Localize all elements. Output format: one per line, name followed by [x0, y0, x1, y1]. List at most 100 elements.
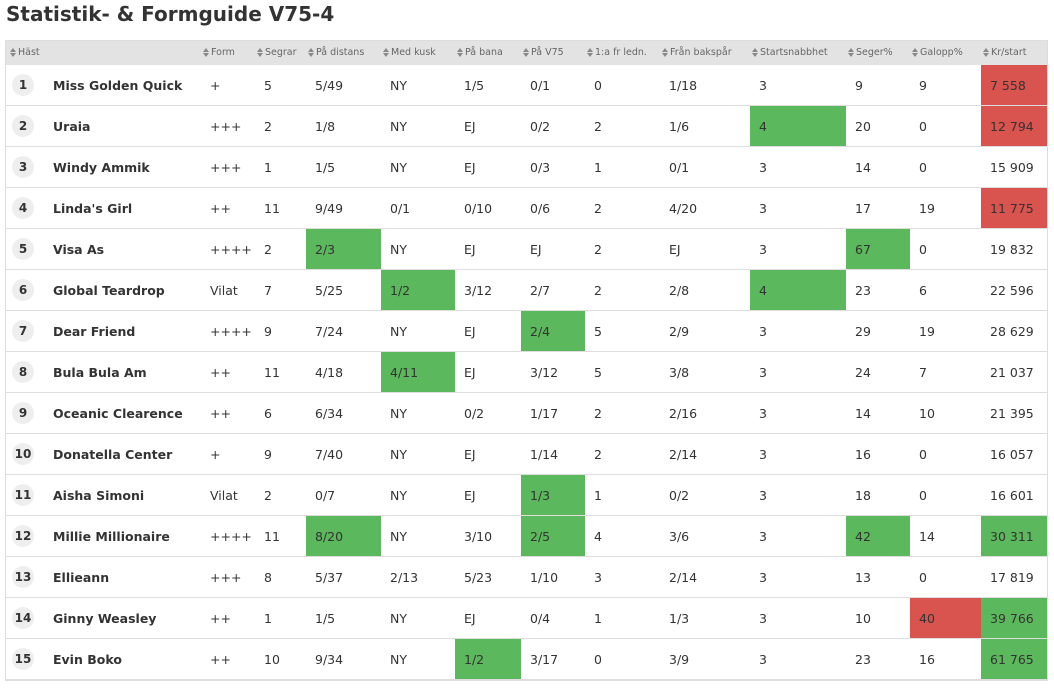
table-cell: 17 819 [990, 570, 1034, 585]
table-cell: EJ [464, 611, 476, 626]
highlighted-cell: 2/3 [306, 229, 381, 269]
table-cell: 0 [919, 160, 927, 175]
table-cell: 7/24 [315, 324, 344, 339]
column-header[interactable]: Form [201, 41, 235, 65]
highlighted-cell: 1/2 [381, 270, 455, 310]
table-cell: 3 [759, 570, 767, 585]
horse-name: Visa As [53, 242, 105, 257]
table-cell: 8 [264, 570, 272, 585]
table-cell: ++ [210, 365, 231, 380]
table-cell: 9 [919, 78, 927, 93]
table-cell: 19 832 [990, 242, 1034, 257]
table-cell: EJ [530, 242, 542, 257]
table-cell: 14 [919, 529, 935, 544]
table-cell: 0 [919, 570, 927, 585]
table-cell: NY [390, 78, 407, 93]
table-cell: 1/18 [669, 78, 698, 93]
table-cell: 22 596 [990, 283, 1034, 298]
row-number: 10 [12, 443, 34, 465]
table-cell: 11 [264, 529, 280, 544]
table-cell: 1/3 [669, 611, 690, 626]
table-cell: 2 [594, 283, 602, 298]
table-cell: 14 [855, 406, 871, 421]
highlighted-cell: 42 [846, 516, 910, 556]
table-cell: 1 [264, 611, 272, 626]
table-cell: 5 [594, 365, 602, 380]
column-header[interactable]: Segrar [255, 41, 297, 65]
table-cell: 4/18 [315, 365, 344, 380]
table-cell: 0/6 [530, 201, 551, 216]
table-cell: 1/6 [669, 119, 690, 134]
column-header[interactable]: Startsnabbhet [750, 41, 828, 65]
column-header[interactable]: Med kusk [381, 41, 436, 65]
row-number: 9 [12, 402, 34, 424]
table-cell: 5 [594, 324, 602, 339]
table-cell: NY [390, 488, 407, 503]
table-cell: 1/5 [464, 78, 485, 93]
horse-name: Bula Bula Am [53, 365, 147, 380]
table-cell: NY [390, 119, 407, 134]
table-cell: 16 601 [990, 488, 1034, 503]
table-row: 1 Miss Golden Quick +5 5/49 NY 1/5 0/1 0 1/18 3 9 9… [6, 65, 1047, 106]
column-header[interactable]: Häst [8, 41, 40, 65]
table-cell: 3/10 [464, 529, 493, 544]
table-cell: 0/4 [530, 611, 551, 626]
table-cell: 2/16 [669, 406, 698, 421]
table-cell: +++ [210, 119, 242, 134]
table-cell: 3/12 [464, 283, 493, 298]
table-cell: 3 [759, 406, 767, 421]
horse-name: Linda's Girl [53, 201, 133, 216]
table-cell: 29 [855, 324, 871, 339]
horse-name: Ginny Weasley [53, 611, 157, 626]
table-cell: 23 [855, 652, 871, 667]
table-cell: NY [390, 529, 407, 544]
table-row: 3 Windy Ammik +++ 1 1/5 NY EJ 0/3 1 0/1 3 14 0 15 909 [6, 147, 1047, 188]
column-header[interactable]: På V75 [521, 41, 564, 65]
horse-name: Ellieann [53, 570, 110, 585]
horse-name: Windy Ammik [53, 160, 150, 175]
table-cell: 3 [759, 447, 767, 462]
table-cell: 5/49 [315, 78, 344, 93]
column-header[interactable]: Från bakspår [660, 41, 732, 65]
table-cell: EJ [669, 242, 681, 257]
table-cell: 3 [759, 160, 767, 175]
table-cell: EJ [464, 119, 476, 134]
column-header[interactable]: Kr/start [981, 41, 1026, 65]
highlighted-cell: 2/4 [521, 311, 585, 351]
row-number: 7 [12, 320, 34, 342]
column-header[interactable]: 1:a fr ledn. [585, 41, 647, 65]
column-header[interactable]: På bana [455, 41, 503, 65]
table-cell: 2 [594, 242, 602, 257]
table-cell: 0/1 [530, 78, 551, 93]
horse-name: Global Teardrop [53, 283, 165, 298]
column-header[interactable]: Seger% [846, 41, 893, 65]
table-cell: 3 [759, 529, 767, 544]
table-cell: ++ [210, 652, 231, 667]
table-row: 12 Millie Millionaire ++++ 11 8/20 NY 3/10 2/5 4… [6, 516, 1047, 557]
table-row: 14 Ginny Weasley ++ 1 1/5 NY EJ 0/4 1 1/3 3 10 40 39 … [6, 598, 1047, 639]
table-cell: 5/37 [315, 570, 344, 585]
table-cell: 19 [919, 324, 935, 339]
horse-name: Millie Millionaire [53, 529, 170, 544]
table-cell: EJ [464, 365, 476, 380]
table-cell: NY [390, 652, 407, 667]
horse-name: Evin Boko [53, 652, 122, 667]
table-cell: 0/7 [315, 488, 336, 503]
table-cell: 13 [855, 570, 871, 585]
table-cell: 1/5 [315, 611, 336, 626]
table-cell: 16 [855, 447, 871, 462]
table-cell: 3 [759, 488, 767, 503]
horse-name: Oceanic Clearence [53, 406, 183, 421]
table-cell: 4 [594, 529, 602, 544]
column-header[interactable]: På distans [306, 41, 364, 65]
table-cell: 1/5 [315, 160, 336, 175]
table-cell: Vilat [210, 283, 238, 298]
row-number: 8 [12, 361, 34, 383]
table-cell: 19 [919, 201, 935, 216]
table-cell: 3/9 [669, 652, 690, 667]
table-cell: 2/7 [530, 283, 551, 298]
table-cell: 3/17 [530, 652, 559, 667]
column-header[interactable]: Galopp% [910, 41, 963, 65]
table-cell: 1 [594, 488, 602, 503]
row-number: 11 [12, 484, 34, 506]
